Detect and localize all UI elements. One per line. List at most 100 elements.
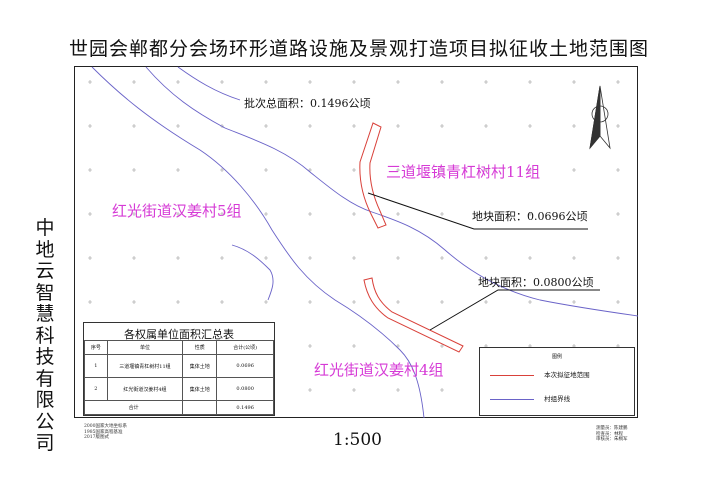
parcels <box>359 122 464 353</box>
cell: 2 <box>84 377 108 401</box>
legend-swatch <box>490 374 534 376</box>
company-char: 云 <box>35 260 55 282</box>
grid-cross <box>176 256 180 260</box>
grid-cross <box>616 256 620 260</box>
grid-cross <box>484 80 488 84</box>
leader-line-2 <box>429 289 600 331</box>
legend-swatch <box>490 398 534 400</box>
parcel-1-area-label: 地块面积：0.0696公顷 <box>472 210 588 223</box>
north-arrow-icon <box>589 85 611 150</box>
grid-cross <box>396 344 400 348</box>
grid-cross <box>308 124 312 128</box>
grid-cross <box>572 212 576 216</box>
parcel-1 <box>359 122 387 229</box>
grid-cross <box>352 256 356 260</box>
parcel-2-area-label: 地块面积：0.0800公顷 <box>478 276 594 289</box>
grid-cross <box>572 300 576 304</box>
grid-cross <box>528 80 532 84</box>
table-row-total: 合计 0.1496 <box>83 400 274 415</box>
company-char: 科 <box>35 324 55 347</box>
grid-cross <box>220 212 224 216</box>
grid-cross <box>484 212 488 216</box>
footer-line: 审核员：朱桐军 <box>596 437 628 442</box>
grid-cross <box>396 300 400 304</box>
grid-cross <box>440 388 444 392</box>
grid-cross <box>528 300 532 304</box>
parcel-2 <box>363 277 464 353</box>
grid-cross <box>616 124 620 128</box>
grid-cross <box>264 212 268 216</box>
cell: 集体土地 <box>182 354 218 378</box>
grid-cross <box>308 80 312 84</box>
footer-line: 检查员：林程 <box>596 431 623 437</box>
village-label-hanjiang-4: 红光街道汉姜村4组 <box>314 361 444 379</box>
grid-cross <box>616 168 620 172</box>
grid-cross <box>484 124 488 128</box>
company-char: 有 <box>35 367 55 390</box>
grid-cross <box>264 80 268 84</box>
grid-cross <box>308 256 312 260</box>
grid-cross <box>88 168 92 172</box>
grid-cross <box>396 388 400 392</box>
grid-cross <box>616 80 620 84</box>
boundary-line-upper <box>145 66 639 317</box>
grid-cross <box>176 80 180 84</box>
grid-cross <box>352 168 356 172</box>
village-label-qinggangshu-11: 三道堰镇青杠树村11组 <box>386 163 541 181</box>
grid-cross <box>572 124 576 128</box>
leader-line-1 <box>367 192 588 230</box>
grid-cross <box>440 300 444 304</box>
grid-cross <box>264 124 268 128</box>
col-header: 单位 <box>106 340 184 355</box>
grid-cross <box>484 256 488 260</box>
grid-cross <box>528 124 532 128</box>
grid-cross <box>220 168 224 172</box>
scale-label: 1:500 <box>333 430 382 450</box>
grid-crosses <box>88 80 620 392</box>
company-char: 智 <box>35 281 55 304</box>
grid-cross <box>220 80 224 84</box>
company-char: 地 <box>35 238 55 261</box>
grid-cross <box>352 388 356 392</box>
company-char: 中 <box>35 217 55 239</box>
grid-cross <box>484 168 488 172</box>
summary-title: 各权属单位面积汇总表 <box>124 328 234 341</box>
grid-cross <box>308 388 312 392</box>
area-summary-table: 各权属单位面积汇总表 序号 单位 性质 合计(公顷) 1 三道堰镇青杠树村11组… <box>83 322 275 416</box>
company-char: 公 <box>35 410 55 433</box>
cell: 合计 <box>83 400 184 415</box>
col-header: 性质 <box>182 340 218 355</box>
grid-cross <box>352 300 356 304</box>
grid-cross <box>352 80 356 84</box>
grid-cross <box>396 80 400 84</box>
legend-title: 图例 <box>551 354 562 360</box>
company-char: 司 <box>35 432 55 454</box>
grid-cross <box>264 168 268 172</box>
grid-cross <box>616 212 620 216</box>
grid-cross <box>440 168 444 172</box>
grid-cross <box>440 124 444 128</box>
grid-cross <box>616 300 620 304</box>
table-row: 1 三道堰镇青杠树村11组 集体土地 0.0696 <box>84 354 274 378</box>
col-header: 合计(公顷) <box>216 340 274 355</box>
map-title: 世园会郸都分会场环形道路设施及景观打造项目拟征收土地范围图 <box>68 38 649 60</box>
footer-line: 2017版图式 <box>84 435 109 440</box>
grid-cross <box>132 300 136 304</box>
boundary-line-lower <box>91 66 425 419</box>
footer-left-notes: 2000国家大地坐标系 1985国家高程基准 2017版图式 <box>84 424 127 441</box>
grid-cross <box>132 256 136 260</box>
footer-line: 1985国家高程基准 <box>84 429 123 435</box>
cell: 0.0696 <box>216 354 274 378</box>
grid-cross <box>176 124 180 128</box>
legend-item-boundary: 村组界线 <box>490 393 570 403</box>
village-boundaries <box>91 66 639 419</box>
grid-cross <box>264 300 268 304</box>
grid-cross <box>264 256 268 260</box>
grid-cross <box>132 212 136 216</box>
footer-right-notes: 测量员：陈建鹏 检查员：林程 审核员：朱桐军 <box>596 426 628 443</box>
leader-lines <box>367 192 600 331</box>
total-area-label: 批次总面积：0.1496公顷 <box>244 97 371 110</box>
boundary-line-patch <box>231 244 274 301</box>
grid-cross <box>176 300 180 304</box>
